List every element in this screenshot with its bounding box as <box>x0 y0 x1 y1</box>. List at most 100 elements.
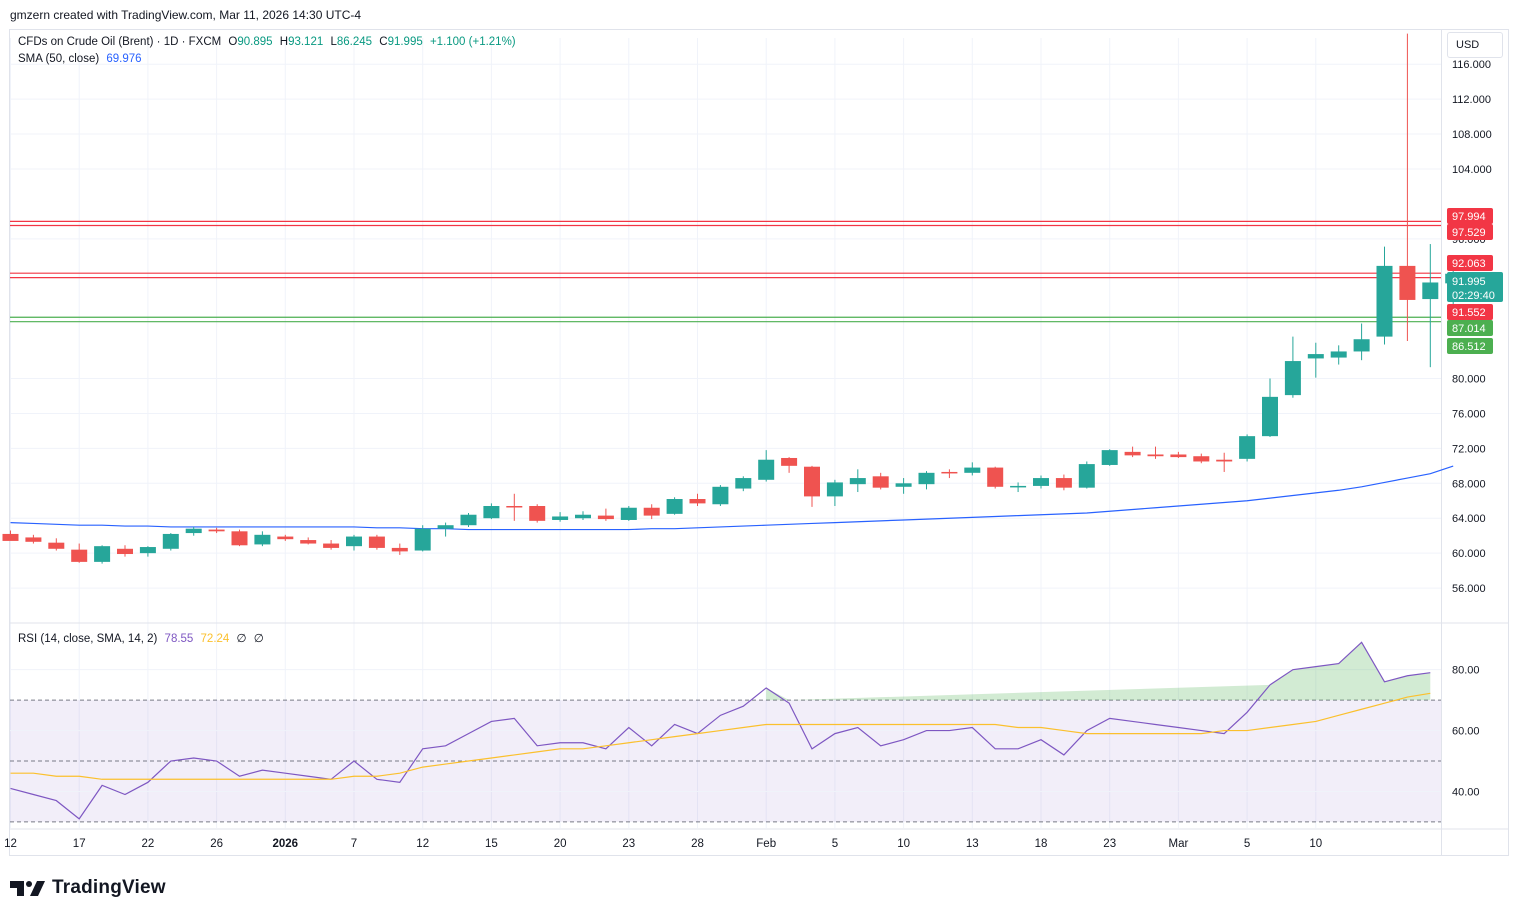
level-price-tag-resistance[interactable]: 97.529 <box>1447 224 1493 240</box>
candle-body <box>575 514 591 519</box>
candle[interactable] <box>1147 446 1164 459</box>
price-tags: 97.994 97.529 92.063 91.552 87.014 86.512 91.9… <box>1447 208 1503 354</box>
candle[interactable] <box>1262 378 1278 438</box>
candle[interactable] <box>1170 451 1187 458</box>
level-price-tag-resistance-text: 92.063 <box>1452 258 1486 270</box>
candle[interactable] <box>2 530 19 541</box>
candle[interactable] <box>781 457 798 473</box>
candle[interactable] <box>460 512 477 527</box>
candle[interactable] <box>918 471 935 490</box>
candle-body <box>1284 361 1301 396</box>
symbol-label[interactable]: CFDs on Crude Oil (Brent) · 1D · FXCM <box>18 36 222 48</box>
candle[interactable] <box>346 534 362 551</box>
candle[interactable] <box>758 450 775 482</box>
candle[interactable] <box>437 522 454 537</box>
last-price-tag[interactable]: 91.995 02:29:40 <box>1447 272 1503 302</box>
candle[interactable] <box>575 511 591 520</box>
candle[interactable] <box>254 531 271 547</box>
candle[interactable] <box>277 534 294 541</box>
candle[interactable] <box>139 546 156 557</box>
candle[interactable] <box>1055 474 1072 491</box>
candle[interactable] <box>1239 434 1256 462</box>
candle[interactable] <box>391 543 408 555</box>
candle-body <box>94 546 111 562</box>
candle[interactable] <box>48 538 65 551</box>
candle[interactable] <box>597 508 614 521</box>
rsi-ma-line[interactable] <box>10 692 1431 780</box>
level-price-tag-resistance-bg <box>1447 304 1493 320</box>
candle[interactable] <box>1216 452 1233 472</box>
sma-50-line[interactable] <box>10 465 1454 531</box>
rsi-legend[interactable]: RSI (14, close, SMA, 14, 2) 78.55 72.24 … <box>18 631 268 647</box>
sma-layer <box>10 465 1454 531</box>
candle[interactable] <box>735 476 752 492</box>
time-tick-label: 22 <box>142 838 155 850</box>
candle[interactable] <box>117 545 133 557</box>
candle-body <box>1330 351 1347 358</box>
candle[interactable] <box>185 526 202 536</box>
candle[interactable] <box>71 543 88 563</box>
sma-legend[interactable]: SMA (50, close) 69.976 <box>18 51 146 67</box>
time-tick-label: 23 <box>1103 838 1116 850</box>
candle[interactable] <box>666 497 683 515</box>
candle[interactable] <box>987 466 1004 489</box>
candle[interactable] <box>1101 449 1118 466</box>
candle[interactable] <box>689 493 706 506</box>
candle[interactable] <box>804 465 820 507</box>
candle[interactable] <box>94 545 111 564</box>
candle[interactable] <box>323 540 340 550</box>
level-price-tag-resistance[interactable]: 92.063 <box>1447 255 1493 271</box>
candle[interactable] <box>643 504 660 520</box>
candle[interactable] <box>231 529 248 547</box>
rsi-line[interactable] <box>10 641 1431 820</box>
candle[interactable] <box>964 462 981 476</box>
candle[interactable] <box>1422 244 1439 368</box>
candle[interactable] <box>895 478 912 494</box>
candle[interactable] <box>208 527 225 534</box>
sma-label: SMA (50, close) <box>18 53 100 65</box>
rsi-value: 78.55 <box>164 633 194 645</box>
currency-button[interactable]: USD <box>1447 32 1503 58</box>
candle[interactable] <box>1124 446 1141 458</box>
sma-value: 69.976 <box>106 53 142 65</box>
candle-body <box>529 506 546 521</box>
candle[interactable] <box>483 503 500 520</box>
candle[interactable] <box>826 479 843 506</box>
candle[interactable] <box>1193 453 1210 464</box>
candle[interactable] <box>1033 475 1049 489</box>
candle[interactable] <box>1307 342 1324 378</box>
candle[interactable] <box>872 472 889 490</box>
candle[interactable] <box>1010 482 1027 493</box>
candle-body <box>323 543 340 548</box>
candle[interactable] <box>620 506 637 521</box>
candle[interactable] <box>1376 246 1393 345</box>
candle-body <box>1147 454 1164 457</box>
level-price-tag-resistance[interactable]: 91.552 <box>1447 304 1493 320</box>
time-tick-label: Mar <box>1168 838 1188 850</box>
candle[interactable] <box>1330 345 1347 365</box>
level-price-tag-support[interactable]: 86.512 <box>1447 338 1493 354</box>
candle[interactable] <box>162 533 179 551</box>
tradingview-logo[interactable]: TradingView <box>10 876 166 900</box>
candle[interactable] <box>849 469 866 493</box>
candle[interactable] <box>1078 461 1095 489</box>
candle[interactable] <box>712 485 729 506</box>
candle-body <box>414 528 431 551</box>
candle[interactable] <box>414 525 431 552</box>
candle[interactable] <box>506 493 523 521</box>
level-price-tag-support[interactable]: 87.014 <box>1447 320 1493 336</box>
candle[interactable] <box>25 534 42 544</box>
price-tick-label: 116.000 <box>1452 59 1491 71</box>
candle[interactable] <box>1399 33 1416 341</box>
candle[interactable] <box>1284 336 1301 398</box>
time-tick-label: 12 <box>4 838 17 850</box>
candle[interactable] <box>300 537 317 545</box>
candle[interactable] <box>529 504 546 523</box>
candle[interactable] <box>552 512 569 522</box>
level-price-tag-resistance[interactable]: 97.994 <box>1447 208 1493 224</box>
candle[interactable] <box>941 469 958 479</box>
candle[interactable] <box>368 534 385 550</box>
open-value: 90.895 <box>237 36 273 48</box>
candle[interactable] <box>1353 323 1370 361</box>
